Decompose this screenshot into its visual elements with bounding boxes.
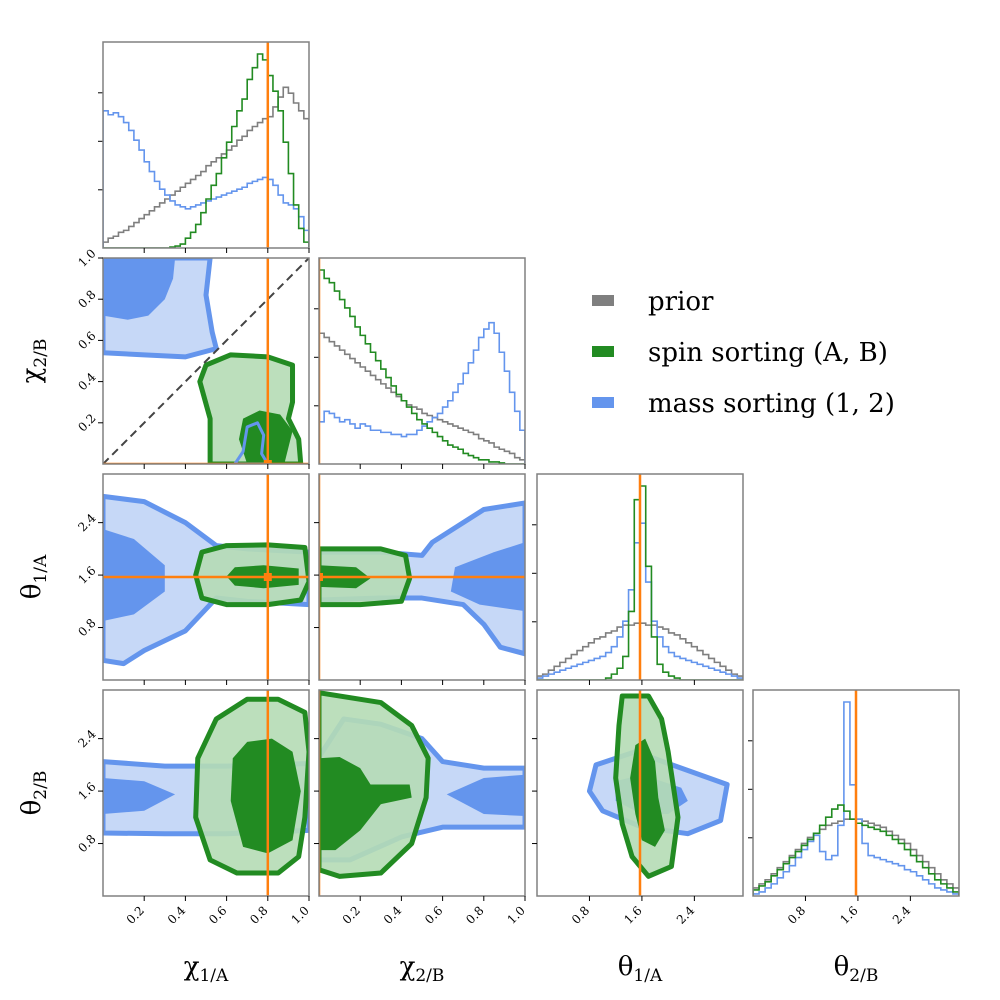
panel-frame-2-0 <box>102 473 310 681</box>
hist-prior-chi2 <box>319 332 525 464</box>
x-tick-label: 0.2 <box>124 903 147 926</box>
legend-swatch-mass <box>592 397 614 408</box>
mass-contour-inner <box>103 529 165 621</box>
y-axis-label-th1: θ1/A <box>17 554 51 599</box>
x-tick-label: 2.4 <box>890 903 914 927</box>
y-axis-label-chi2: χ2/B <box>17 339 51 384</box>
x-tick-label: 0.8 <box>463 903 486 926</box>
legend-label-spin: spin sorting (A, B) <box>648 338 888 368</box>
y-tick-label: 0.8 <box>75 616 98 639</box>
marginal-th2 <box>753 690 959 896</box>
contour-th2-vs-th1 <box>586 690 730 896</box>
y-tick-label: 0.6 <box>75 329 98 352</box>
marginal-th1 <box>537 474 743 680</box>
hist-spin-chi1 <box>103 53 309 248</box>
y-tick-label: 0.8 <box>75 832 98 855</box>
y-tick-label: 0.2 <box>75 411 98 434</box>
panel-frame-2-1 <box>318 473 526 681</box>
equal-spin-line <box>103 258 309 464</box>
legend-label-prior: prior <box>648 287 714 317</box>
panel-frame-0-0 <box>102 41 310 249</box>
mass-contour-inner <box>103 258 176 320</box>
y-axis-label-th2: θ2/B <box>17 771 51 816</box>
y-tick-label: 0.4 <box>75 370 99 394</box>
legend-swatch-prior <box>592 295 614 306</box>
x-tick-label: 2.4 <box>674 903 698 927</box>
x-tick-label: 1.0 <box>504 903 527 926</box>
truth-marker <box>263 460 272 464</box>
y-tick-label: 1.0 <box>75 246 98 269</box>
x-tick-label: 0.6 <box>206 903 229 926</box>
legend-swatch-spin <box>592 346 614 357</box>
panel-frame-3-2 <box>536 689 744 897</box>
y-tick-label: 2.4 <box>75 511 99 535</box>
x-tick-label: 0.8 <box>569 903 592 926</box>
x-axis-label-th1: θ1/A <box>618 952 663 986</box>
x-axis-label-chi2: χ2/B <box>400 952 445 986</box>
x-tick-label: 0.8 <box>247 903 270 926</box>
marginal-chi2 <box>319 258 525 464</box>
panel-frame-3-0 <box>102 689 310 897</box>
panel-frame-1-0 <box>102 257 310 465</box>
x-tick-label: 0.8 <box>785 903 808 926</box>
x-axis-label-th2: θ2/B <box>834 952 879 986</box>
x-tick-label: 1.6 <box>621 903 644 926</box>
hist-spin-chi2 <box>319 269 525 464</box>
x-tick-label: 0.4 <box>381 903 405 927</box>
x-tick-label: 0.6 <box>422 903 445 926</box>
y-tick-label: 2.4 <box>75 727 99 751</box>
y-tick-label: 1.6 <box>75 779 98 802</box>
contour-th2-vs-chi1 <box>103 690 309 896</box>
x-axis-label-chi1: χ1/A <box>184 952 229 986</box>
contour-th1-vs-chi2 <box>319 474 525 680</box>
panel-frame-1-1 <box>318 257 526 465</box>
contour-th2-vs-chi2 <box>319 690 525 896</box>
mass-contour-inner <box>103 777 176 815</box>
x-tick-label: 1.0 <box>288 903 311 926</box>
y-tick-label: 0.8 <box>75 287 98 310</box>
spin-contour-inner <box>319 756 412 851</box>
panel-frame-2-2 <box>536 473 744 681</box>
x-tick-label: 0.4 <box>165 903 189 927</box>
y-tick-label: 1.6 <box>75 563 98 586</box>
mass-contour-inner <box>446 774 525 817</box>
spin-contour-inner <box>230 738 301 854</box>
hist-prior-chi1 <box>103 86 309 248</box>
contour-chi2-vs-chi1 <box>103 258 309 464</box>
hist-mass-chi1 <box>103 110 309 248</box>
x-tick-label: 1.6 <box>837 903 860 926</box>
contour-th1-vs-chi1 <box>103 474 309 680</box>
truth-marker <box>263 573 272 581</box>
legend-label-mass: mass sorting (1, 2) <box>648 389 895 419</box>
x-tick-label: 0.2 <box>340 903 363 926</box>
marginal-chi1 <box>103 42 309 248</box>
panel-frame-3-1 <box>318 689 526 897</box>
truth-marker <box>319 573 323 581</box>
panel-frame-3-3 <box>752 689 960 897</box>
